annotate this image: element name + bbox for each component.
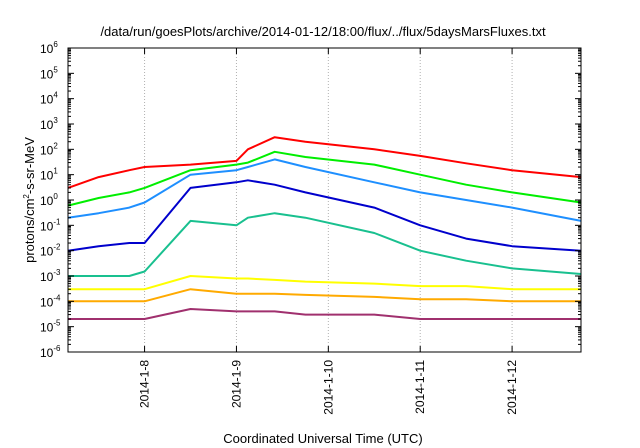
y-tick-base: 10 [40,42,54,56]
y-tick-exp: -4 [53,293,61,302]
y-tick-base: 10 [40,194,54,208]
y-tick-exp: 0 [53,192,58,201]
chart-title: /data/run/goesPlots/archive/2014-01-12/1… [100,24,546,39]
y-tick-exp: -2 [53,243,61,252]
y-tick-base: 10 [40,219,54,233]
y-tick-base: 10 [40,67,54,81]
x-axis: 2014-1-8 2014-1-9 2014-1-10 2014-1-11 2014-1… [138,48,519,415]
y-tick-label: 103 [40,116,58,132]
y-tick-base: 10 [40,118,54,132]
y-tick-exp: 5 [53,65,58,74]
y-axis: 10610510410310210110010-110-210-310-410-… [40,40,581,360]
y-tick-base: 10 [40,245,54,259]
x-tick-label: 2014-1-12 [505,360,519,415]
series-line-7 [68,288,581,303]
y-axis-label: protons/cm2-s-sr-MeV [22,137,37,263]
x-tick-label: 2014-1-11 [413,360,427,414]
y-tick-exp: -1 [53,217,61,226]
y-tick-label: 10-6 [40,344,61,360]
y-axis-label-base: protons/cm [22,199,37,263]
y-tick-base: 10 [40,169,54,183]
y-axis-label-rest: -s-sr-MeV [22,137,37,194]
y-tick-label: 10-1 [40,217,61,233]
y-tick-base: 10 [40,295,54,309]
y-tick-exp: 3 [53,116,58,125]
y-tick-exp: 6 [53,40,58,49]
y-tick-base: 10 [40,321,54,335]
x-tick-label: 2014-1-8 [138,360,152,408]
y-tick-exp: -3 [53,268,61,277]
y-tick-exp: 2 [53,141,58,150]
y-tick-base: 10 [40,270,54,284]
x-tick-label: 2014-1-9 [229,360,243,408]
y-axis-label-sup: 2 [22,194,31,199]
y-tick-base: 10 [40,93,54,107]
y-tick-label: 101 [40,167,58,183]
y-tick-exp: 1 [53,167,58,176]
y-tick-exp: -5 [53,319,61,328]
y-tick-label: 10-5 [40,319,61,335]
series-line-5 [68,212,582,277]
y-tick-label: 105 [40,65,58,81]
x-axis-label: Coordinated Universal Time (UTC) [223,431,422,446]
series-line-8 [68,308,581,320]
series-line-6 [68,275,581,291]
y-tick-label: 10-2 [40,243,61,259]
y-tick-label: 100 [40,192,58,208]
series-line-4 [67,179,582,252]
vertical-grid [144,48,513,352]
y-tick-label: 106 [40,40,58,56]
y-tick-exp: -6 [53,344,61,353]
y-tick-base: 10 [40,346,54,360]
x-tick-label: 2014-1-10 [321,360,335,415]
series-lines [67,136,582,320]
y-tick-exp: 4 [53,91,58,100]
y-tick-label: 10-3 [40,268,61,284]
series-line-2 [67,150,582,207]
y-tick-label: 102 [40,141,58,157]
y-tick-label: 104 [40,91,58,107]
y-tick-base: 10 [40,143,54,157]
series-line-3 [67,158,582,222]
series-line-1 [67,136,582,189]
y-tick-label: 10-4 [40,293,61,309]
